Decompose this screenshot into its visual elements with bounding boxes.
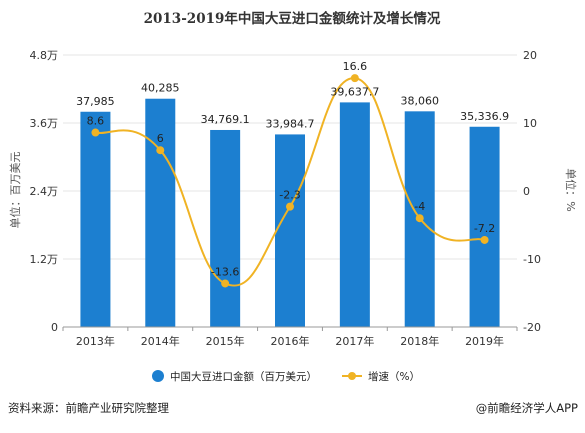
bar — [145, 98, 176, 328]
bar-value-label: 38,060 — [400, 94, 439, 107]
x-tick-label: 2016年 — [271, 334, 310, 348]
x-tick-label: 2019年 — [465, 334, 504, 348]
growth-point — [221, 279, 230, 288]
y2-tick-label: 20 — [523, 49, 537, 62]
y2-tick-label: 0 — [523, 185, 530, 198]
bar — [469, 126, 500, 327]
brand-note: @前瞻经济学人APP — [476, 401, 578, 415]
growth-value-label: 16.6 — [343, 60, 368, 73]
growth-value-label: 6 — [157, 132, 164, 145]
y-tick-label: 3.6万 — [30, 117, 59, 130]
growth-point — [415, 214, 424, 223]
chart-title: 2013-2019年中国大豆进口金额统计及增长情况 — [144, 10, 441, 27]
legend-bar-label: 中国大豆进口金额（百万美元） — [170, 370, 317, 383]
x-tick-label: 2014年 — [141, 334, 180, 348]
growth-line — [91, 74, 489, 288]
y-tick-label: 2.4万 — [30, 185, 59, 198]
growth-point — [91, 128, 100, 137]
growth-value-label: -7.2 — [474, 222, 495, 235]
bar — [339, 102, 370, 327]
y2-axis-title: 单位：% — [564, 168, 578, 211]
y2-tick-label: -10 — [523, 253, 541, 266]
data-labels: 37,985 40,285 34,769.1 33,984.7 39,637.7 38,0… — [76, 60, 509, 278]
x-tick-label: 2013年 — [76, 334, 115, 348]
growth-point — [286, 202, 294, 211]
bars — [80, 98, 500, 328]
growth-point — [480, 235, 489, 244]
growth-point — [350, 74, 359, 83]
bar-value-label: 35,336.9 — [460, 110, 509, 123]
bar-value-label: 34,769.1 — [201, 113, 250, 126]
growth-value-label: -2.3 — [279, 189, 300, 202]
growth-point — [156, 146, 165, 155]
bar-value-label: 39,637.7 — [330, 85, 379, 98]
bar-value-label: 33,984.7 — [266, 117, 315, 130]
legend-line-label: 增速（%） — [368, 370, 420, 383]
x-tick-label: 2017年 — [335, 334, 374, 348]
y-tick-label: 4.8万 — [30, 49, 59, 62]
x-tick-label: 2015年 — [206, 334, 245, 348]
bar-value-label: 40,285 — [141, 82, 180, 95]
legend-line-dot — [348, 372, 356, 380]
source-note: 资料来源：前瞻产业研究院整理 — [8, 401, 169, 415]
legend: 中国大豆进口金额（百万美元） 增速（%） — [152, 370, 420, 383]
y2-tick-label: -20 — [523, 321, 541, 334]
growth-value-label: 8.6 — [87, 115, 105, 128]
bar — [210, 129, 241, 327]
bar — [275, 134, 305, 327]
growth-value-label: -13.6 — [211, 265, 239, 278]
y-tick-label: 0 — [51, 321, 58, 334]
growth-value-label: -4 — [414, 200, 425, 213]
y-axis-title: 单位：百万美元 — [8, 152, 22, 229]
axes: 0 1.2万 2.4万 3.6万 4.8万 -20 -10 0 10 20 2013年 2014年 20… — [30, 49, 541, 348]
bar-value-label: 37,985 — [76, 95, 115, 108]
bar — [80, 111, 111, 327]
y2-tick-label: 10 — [523, 117, 537, 130]
y-tick-label: 1.2万 — [30, 253, 59, 266]
x-tick-label: 2018年 — [400, 334, 439, 348]
legend-bar-marker — [152, 370, 164, 382]
